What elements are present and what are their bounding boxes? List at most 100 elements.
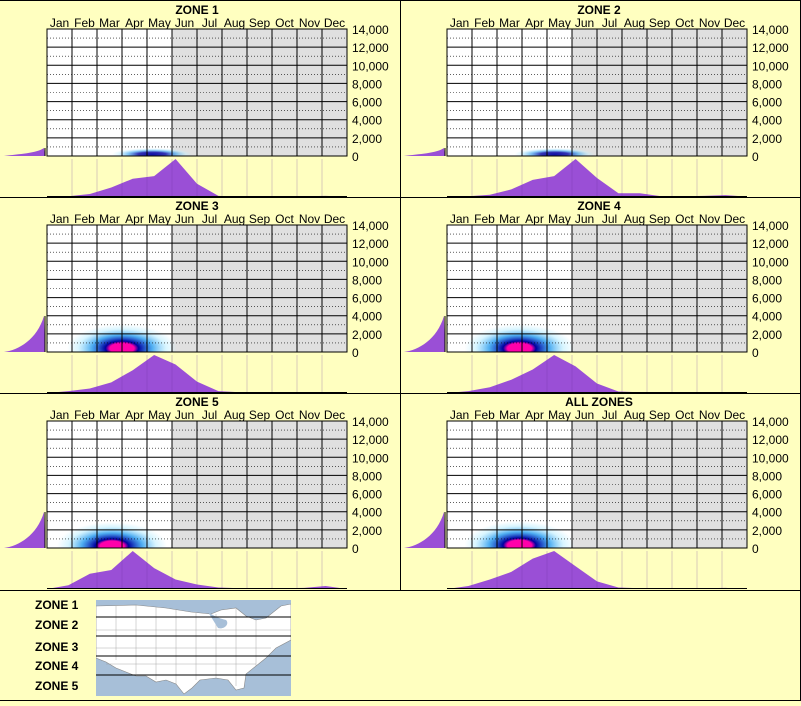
y-tick-label: 12,000 (752, 433, 789, 447)
plot-border (46, 224, 348, 353)
y-tick-label: 4,000 (752, 310, 782, 324)
plot-border (46, 420, 348, 549)
month-label-nov: Nov (699, 408, 720, 422)
month-label-mar: Mar (99, 212, 120, 226)
y-tick-label: 10,000 (352, 59, 389, 73)
month-label-may: May (148, 212, 171, 226)
zone-chart-5: ZONE 5 Jan Feb Mar Apr May Jun Jul Aug Sep Oct Nov D… (4, 395, 389, 589)
y-tick-label: 10,000 (352, 451, 389, 465)
y-tick-label: 6,000 (352, 292, 382, 306)
y-tick-label: 2,000 (752, 524, 782, 538)
great-lakes (208, 612, 228, 629)
y-tick-label: 8,000 (752, 469, 782, 483)
elevation-density-curve (4, 512, 45, 548)
y-tick-label: 8,000 (352, 469, 382, 483)
month-label-mar: Mar (99, 16, 120, 30)
y-tick-label: 4,000 (352, 114, 382, 128)
y-tick-label: 10,000 (752, 451, 789, 465)
month-label-dec: Dec (724, 212, 745, 226)
month-label-may: May (548, 408, 571, 422)
month-label-dec: Dec (724, 16, 745, 30)
zone-title: ALL ZONES (565, 395, 633, 409)
month-label-jan: Jan (450, 212, 469, 226)
zone-chart-2: ZONE 2 Jan Feb Mar Apr May Jun Jul Aug Sep Oct Nov D… (404, 3, 789, 197)
month-label-jul: Jul (602, 408, 617, 422)
month-label-may: May (148, 16, 171, 30)
y-tick-label: 14,000 (752, 23, 789, 37)
month-label-sep: Sep (649, 16, 671, 30)
y-tick-label: 10,000 (752, 255, 789, 269)
month-label-dec: Dec (324, 212, 345, 226)
us-zone-map (96, 600, 291, 696)
zone-title: ZONE 3 (175, 199, 219, 213)
month-label-sep: Sep (249, 212, 271, 226)
month-label-sep: Sep (649, 212, 671, 226)
month-label-jun: Jun (575, 408, 594, 422)
month-label-jun: Jun (175, 16, 194, 30)
y-tick-label: 0 (752, 346, 759, 360)
zone-boundaries (96, 616, 291, 676)
month-label-may: May (548, 16, 571, 30)
zone-legend-label-1: ZONE 1 (35, 598, 79, 612)
map-land (96, 603, 291, 695)
month-label-apr: Apr (125, 408, 144, 422)
month-label-oct: Oct (675, 212, 694, 226)
y-tick-label: 4,000 (752, 506, 782, 520)
zone-chart-4: ZONE 4 Jan Feb Mar Apr May Jun Jul Aug Sep Oct Nov D… (404, 199, 789, 393)
month-label-sep: Sep (249, 16, 271, 30)
elevation-density-curve (4, 316, 45, 352)
month-label-apr: Apr (525, 212, 544, 226)
y-tick-label: 2,000 (352, 328, 382, 342)
month-label-aug: Aug (224, 408, 245, 422)
zone-legend-panel: ZONE 1 ZONE 2 ZONE 3 ZONE 4 ZONE 5 (0, 590, 800, 700)
heat-density-blob (112, 148, 192, 156)
heat-density-blob (514, 148, 595, 156)
y-tick-label: 8,000 (752, 77, 782, 91)
plot-border (446, 28, 748, 157)
y-tick-label: 8,000 (352, 77, 382, 91)
month-label-jul: Jul (202, 16, 217, 30)
y-tick-label: 0 (752, 542, 759, 556)
month-label-nov: Nov (699, 16, 720, 30)
month-label-sep: Sep (649, 408, 671, 422)
elevation-density-curve (404, 512, 445, 548)
y-tick-label: 12,000 (752, 237, 789, 251)
month-label-nov: Nov (299, 212, 320, 226)
y-tick-label: 8,000 (752, 273, 782, 287)
y-tick-label: 0 (352, 542, 359, 556)
plot-border (446, 224, 748, 353)
month-label-apr: Apr (525, 408, 544, 422)
y-tick-label: 6,000 (752, 292, 782, 306)
month-label-aug: Aug (624, 212, 645, 226)
month-label-jan: Jan (450, 16, 469, 30)
month-label-feb: Feb (474, 408, 495, 422)
month-label-oct: Oct (275, 408, 294, 422)
month-label-aug: Aug (224, 212, 245, 226)
y-tick-label: 12,000 (352, 237, 389, 251)
month-label-jun: Jun (575, 16, 594, 30)
zone-title: ZONE 4 (577, 199, 621, 213)
heat-density-blob (57, 522, 167, 548)
y-tick-label: 0 (352, 150, 359, 164)
y-tick-label: 14,000 (352, 23, 389, 37)
y-tick-label: 6,000 (352, 96, 382, 110)
zone-title: ZONE 1 (175, 3, 219, 17)
y-tick-label: 10,000 (752, 59, 789, 73)
month-label-sep: Sep (249, 408, 271, 422)
y-tick-label: 14,000 (352, 415, 389, 429)
month-label-dec: Dec (724, 408, 745, 422)
month-label-jun: Jun (175, 212, 194, 226)
month-label-oct: Oct (275, 212, 294, 226)
month-label-nov: Nov (699, 212, 720, 226)
zone-legend-label-2: ZONE 2 (35, 618, 79, 632)
month-label-jan: Jan (50, 408, 69, 422)
month-label-jan: Jan (50, 212, 69, 226)
y-tick-label: 6,000 (752, 488, 782, 502)
month-label-jul: Jul (602, 16, 617, 30)
y-tick-label: 12,000 (352, 41, 389, 55)
month-label-dec: Dec (324, 16, 345, 30)
plot-border (46, 28, 348, 157)
month-label-oct: Oct (275, 16, 294, 30)
zone-title: ZONE 2 (577, 3, 621, 17)
month-label-aug: Aug (224, 16, 245, 30)
